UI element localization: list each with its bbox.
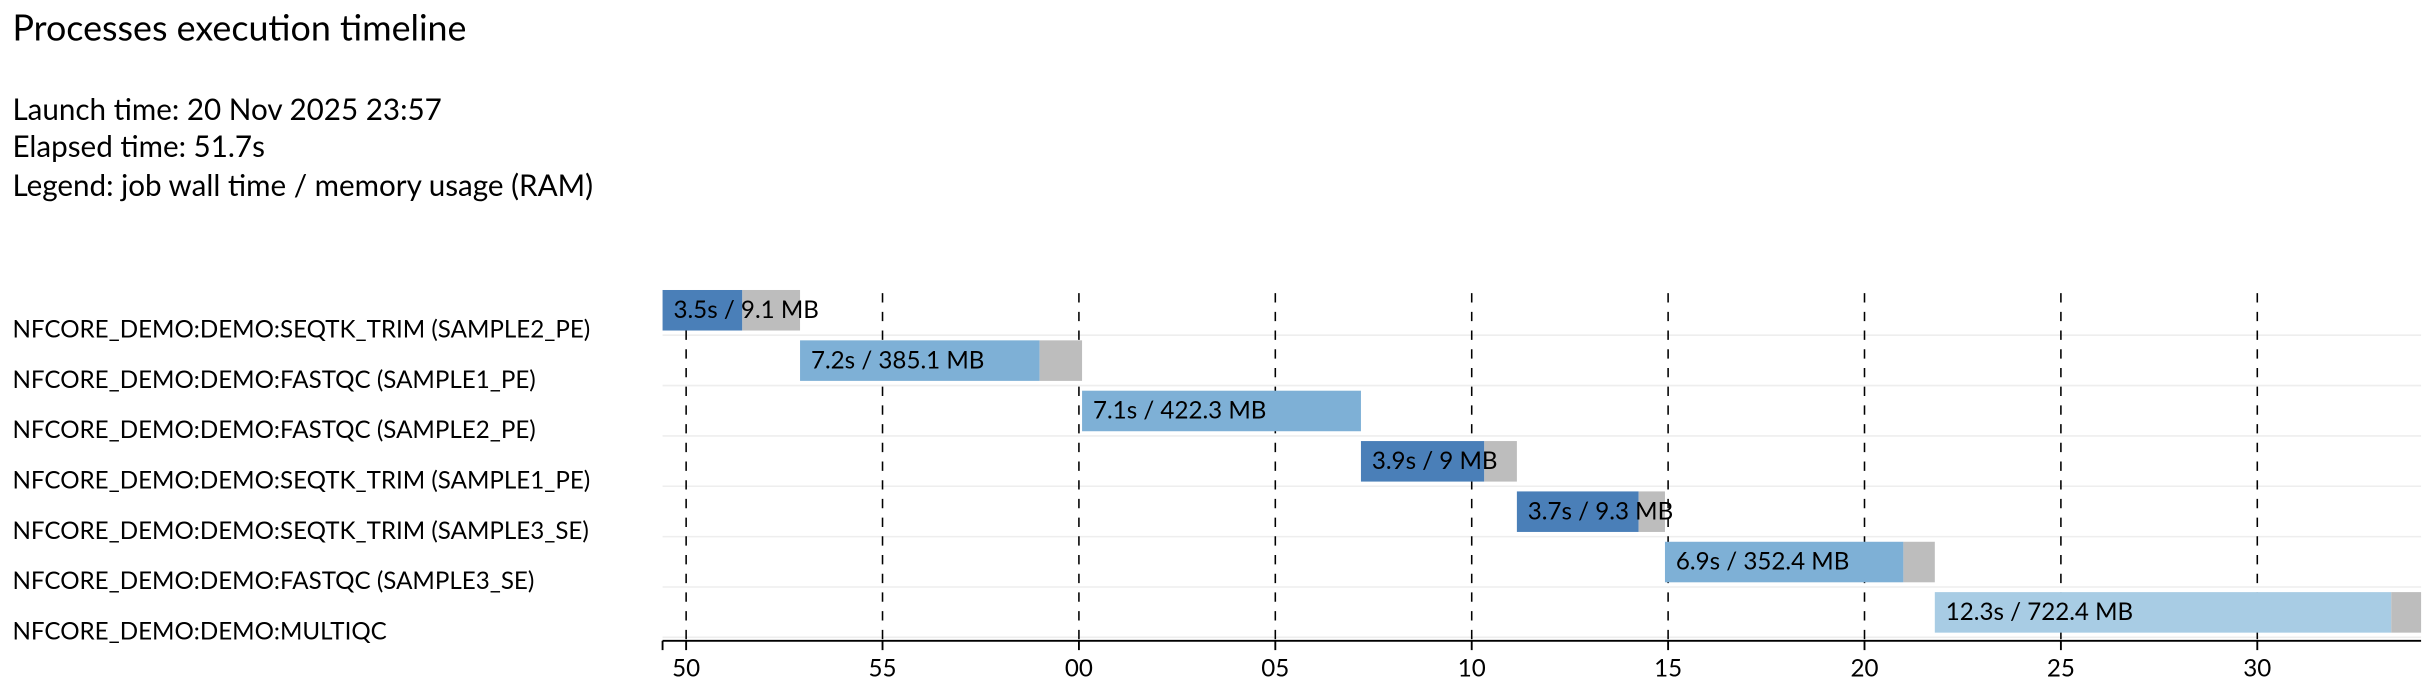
bar-label: 6.9s / 352.4 MB xyxy=(1676,547,1849,576)
x-tick-label: 50 xyxy=(672,654,700,683)
task-name: NFCORE_DEMO:DEMO:MULTIQC xyxy=(12,617,386,646)
launch-time: Launch time: 20 Nov 2025 23:57 xyxy=(12,92,441,127)
wall-time-bar xyxy=(1360,441,1485,482)
wall-time-bar xyxy=(800,340,1040,381)
task-name: NFCORE_DEMO:DEMO:SEQTK_TRIM (SAMPLE1_PE) xyxy=(12,465,590,494)
overhead-bar xyxy=(1638,491,1665,532)
elapsed-time: Elapsed time: 51.7s xyxy=(12,129,264,164)
overhead-bar xyxy=(1484,441,1517,482)
task-name: NFCORE_DEMO:DEMO:FASTQC (SAMPLE3_SE) xyxy=(12,566,534,595)
bar-label: 3.9s / 9 MB xyxy=(1372,446,1498,475)
legend-text: Legend: job wall time / memory usage (RA… xyxy=(12,168,593,203)
overhead-bar xyxy=(1903,541,1935,583)
bar-label: 3.7s / 9.3 MB xyxy=(1528,496,1673,525)
overhead-bar xyxy=(742,289,801,331)
wall-time-bar xyxy=(1082,390,1361,432)
x-tick-label: 05 xyxy=(1261,654,1289,683)
bar-label: 3.5s / 9.1 MB xyxy=(673,295,818,324)
x-tick-label: 25 xyxy=(2047,654,2075,683)
bar-label: 12.3s / 722.4 MB xyxy=(1946,597,2133,626)
wall-time-bar xyxy=(1516,491,1639,532)
wall-time-bar xyxy=(1664,541,1904,583)
wall-time-bar xyxy=(1934,592,2392,633)
wall-time-bar xyxy=(662,289,743,331)
overhead-bar xyxy=(2391,592,2422,633)
x-tick-label: 15 xyxy=(1654,654,1682,683)
task-name: NFCORE_DEMO:DEMO:SEQTK_TRIM (SAMPLE2_PE) xyxy=(12,314,590,343)
task-name: NFCORE_DEMO:DEMO:SEQTK_TRIM (SAMPLE3_SE) xyxy=(12,516,588,545)
page-title: Processes execution timeline xyxy=(12,5,466,48)
overhead-bar xyxy=(1039,340,1083,381)
bar-label: 7.1s / 422.3 MB xyxy=(1093,396,1266,425)
x-tick-label: 20 xyxy=(1850,654,1878,683)
task-name: NFCORE_DEMO:DEMO:FASTQC (SAMPLE1_PE) xyxy=(12,365,535,394)
x-tick-label: 00 xyxy=(1065,654,1093,683)
task-name: NFCORE_DEMO:DEMO:FASTQC (SAMPLE2_PE) xyxy=(12,415,535,444)
x-tick-label: 30 xyxy=(2243,654,2271,683)
x-tick-label: 55 xyxy=(869,654,897,683)
x-tick-label: 10 xyxy=(1458,654,1486,683)
bar-label: 7.2s / 385.1 MB xyxy=(811,345,984,374)
